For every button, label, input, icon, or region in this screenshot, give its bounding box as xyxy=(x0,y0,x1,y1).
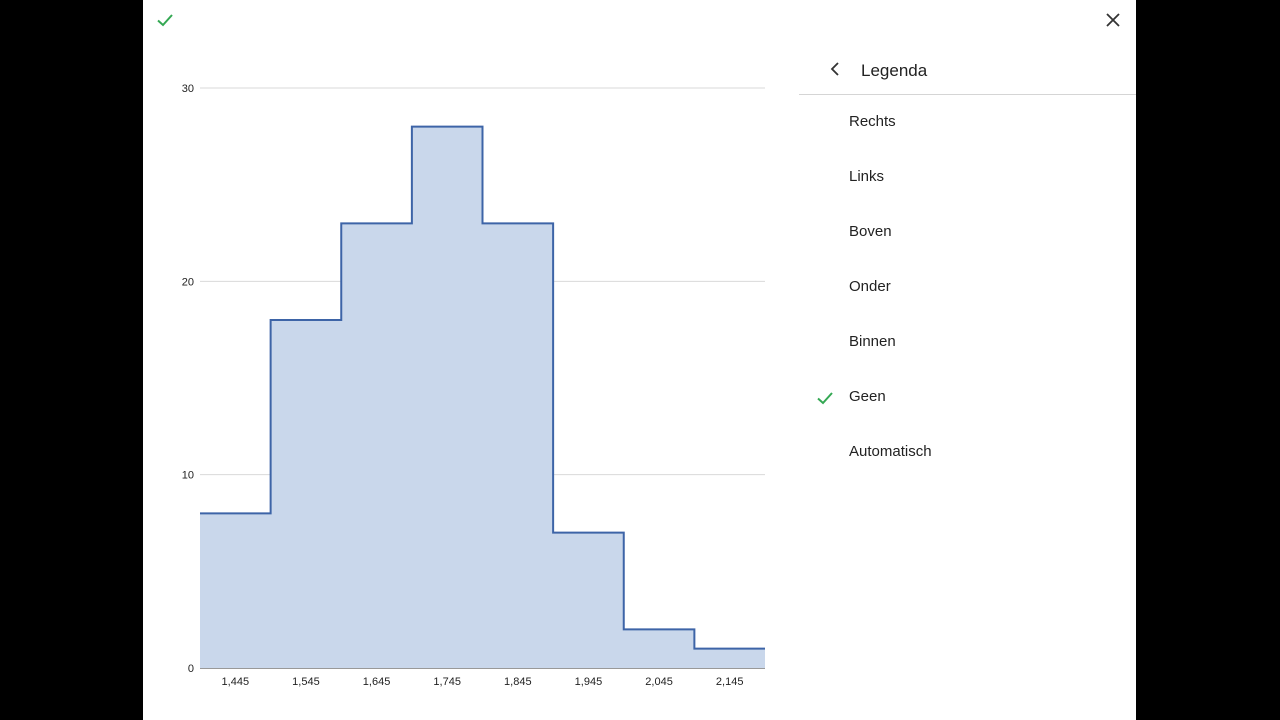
x-tick-label: 1,745 xyxy=(433,676,461,688)
legend-panel-header: Legenda xyxy=(799,40,1136,95)
histogram-bin xyxy=(483,223,554,668)
check-icon xyxy=(815,278,835,298)
option-label: Automatisch xyxy=(849,443,932,460)
check-icon xyxy=(815,443,835,463)
histogram-bin xyxy=(412,127,483,668)
legend-option-geen[interactable]: Geen xyxy=(799,370,1136,425)
histogram-step-line xyxy=(200,125,765,650)
legend-option-rechts[interactable]: Rechts xyxy=(799,95,1136,150)
y-tick-label: 20 xyxy=(182,276,194,288)
x-tick-label: 1,645 xyxy=(363,676,391,688)
legend-panel: Legenda Rechts Links Boven Onder Binnen xyxy=(799,40,1136,720)
option-label: Geen xyxy=(849,388,886,405)
check-icon xyxy=(815,333,835,353)
check-icon xyxy=(815,388,835,408)
legend-position-options: Rechts Links Boven Onder Binnen Geen xyxy=(799,95,1136,480)
x-tick-label: 2,145 xyxy=(716,676,744,688)
histogram-bin xyxy=(553,533,624,668)
check-icon xyxy=(815,113,835,133)
check-icon xyxy=(815,168,835,188)
option-label: Onder xyxy=(849,278,891,295)
chart-svg: 0 10 20 30 1,445 1,545 1,645 1,745 1,845 1,945 2,… xyxy=(182,83,765,688)
y-tick-label: 30 xyxy=(182,83,194,95)
legend-option-binnen[interactable]: Binnen xyxy=(799,315,1136,370)
legend-option-boven[interactable]: Boven xyxy=(799,205,1136,260)
option-label: Binnen xyxy=(849,333,896,350)
x-tick-label: 1,845 xyxy=(504,676,532,688)
x-tick-label: 1,945 xyxy=(575,676,603,688)
panel-title: Legenda xyxy=(861,61,928,80)
y-tick-label: 10 xyxy=(182,470,194,482)
histogram-bin xyxy=(694,649,765,668)
y-tick-label: 0 xyxy=(188,663,194,675)
x-tick-label: 1,545 xyxy=(292,676,320,688)
histogram-bin xyxy=(341,223,412,668)
x-tick-label: 2,045 xyxy=(645,676,673,688)
legend-option-onder[interactable]: Onder xyxy=(799,260,1136,315)
option-label: Rechts xyxy=(849,113,896,130)
option-label: Boven xyxy=(849,223,892,240)
close-icon xyxy=(1106,13,1120,27)
histogram-chart: 0 10 20 30 1,445 1,545 1,645 1,745 1,845 1,945 2,… xyxy=(143,0,783,720)
histogram-bin xyxy=(200,513,271,668)
back-button[interactable] xyxy=(823,57,847,81)
chevron-left-icon xyxy=(830,62,839,76)
legend-option-automatisch[interactable]: Automatisch xyxy=(799,425,1136,480)
option-label: Links xyxy=(849,168,885,185)
legend-option-links[interactable]: Links xyxy=(799,150,1136,205)
check-icon xyxy=(815,223,835,243)
close-button[interactable] xyxy=(1099,6,1127,34)
check-icon xyxy=(157,14,173,27)
chart-editor-screen: 0 10 20 30 1,445 1,545 1,645 1,745 1,845 1,945 2,… xyxy=(143,0,1136,720)
x-tick-label: 1,445 xyxy=(222,676,250,688)
confirm-button[interactable] xyxy=(151,6,179,34)
histogram-bin xyxy=(624,629,695,668)
histogram-bin xyxy=(271,320,342,668)
